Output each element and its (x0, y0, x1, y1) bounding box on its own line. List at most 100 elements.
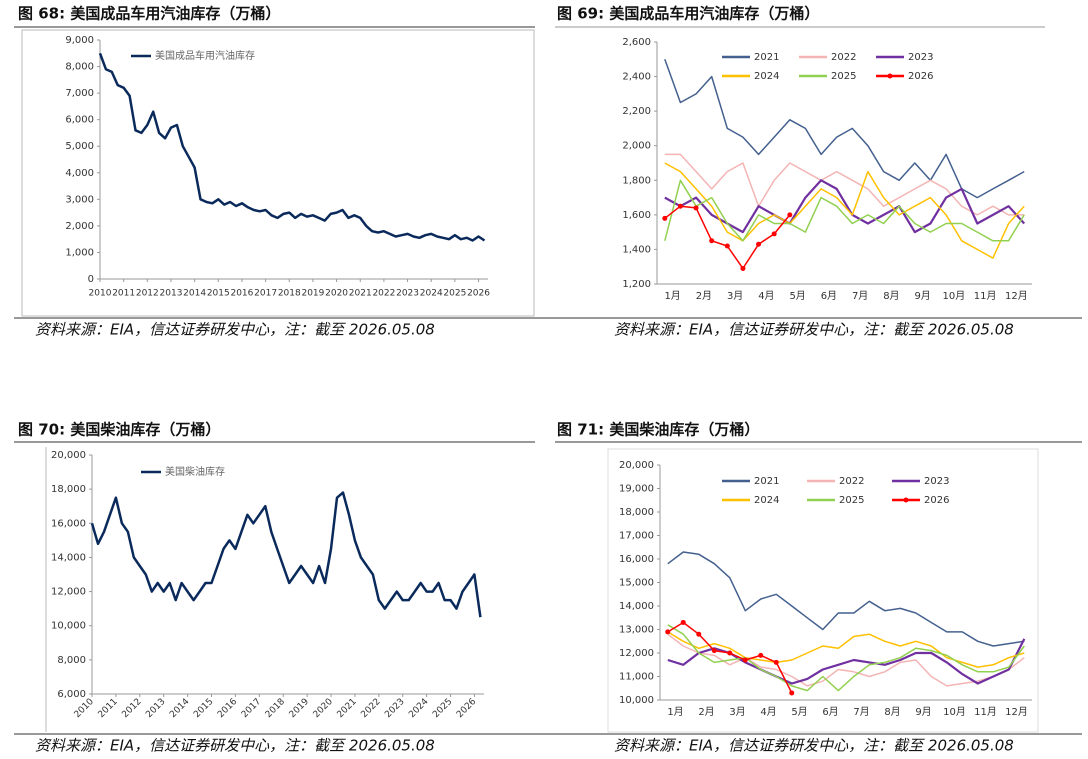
source-note: 资料来源：EIA，信达证券研发中心，注：截至 2026.05.08 (35, 321, 435, 339)
series-line (664, 162, 1025, 259)
x-tick-label: 2024 (407, 697, 430, 720)
x-tick-label: 7月 (852, 290, 868, 302)
series-line (667, 633, 1025, 687)
x-tick-label: 2014 (183, 289, 206, 299)
x-tick-label: 10月 (943, 706, 966, 718)
series-marker (756, 241, 762, 247)
x-tick-label: 12月 (1005, 290, 1028, 302)
figure-title: 图 69: 美国成品车用汽油库存（万桶） (557, 5, 819, 23)
source-note: 资料来源：EIA，信达证券研发中心，注：截至 2026.05.08 (614, 737, 1014, 755)
x-tick-label: 2011 (112, 289, 135, 299)
y-tick-label: 2,000 (622, 141, 651, 152)
y-tick-label: 8,000 (57, 655, 86, 666)
y-tick-label: 18,000 (619, 507, 654, 518)
series-marker (789, 690, 795, 696)
legend-label: 美国柴油库存 (165, 465, 225, 478)
x-tick-label: 2018 (278, 289, 301, 299)
y-tick-label: 1,400 (622, 244, 651, 255)
x-tick-label: 2025 (431, 697, 454, 720)
legend-label: 2023 (924, 476, 949, 487)
legend-label: 2025 (839, 495, 864, 506)
y-tick-label: 16,000 (619, 554, 654, 565)
x-tick-label: 2013 (144, 697, 167, 720)
series-line (664, 205, 791, 270)
series-line (664, 59, 1025, 199)
x-tick-label: 10月 (943, 290, 966, 302)
series-line (667, 624, 1025, 692)
x-tick-label: 8月 (884, 706, 900, 718)
series-line (90, 491, 482, 618)
y-tick-label: 12,000 (51, 587, 86, 598)
legend-marker (887, 73, 893, 79)
y-tick-label: 15,000 (619, 578, 654, 589)
x-tick-label: 2010 (89, 289, 112, 299)
y-tick-label: 10,000 (51, 621, 86, 632)
x-tick-label: 2月 (698, 706, 714, 718)
legend-label: 2022 (839, 476, 864, 487)
series-line (664, 179, 1025, 242)
y-tick-label: 2,200 (622, 106, 651, 117)
series-line (667, 631, 1025, 668)
source-note: 资料来源：EIA，信达证券研发中心，注：截至 2026.05.08 (614, 321, 1014, 339)
x-tick-label: 1月 (667, 706, 683, 718)
x-tick-label: 2014 (168, 697, 191, 720)
x-tick-label: 1月 (664, 290, 680, 302)
x-tick-label: 2012 (120, 697, 143, 720)
legend-marker (903, 497, 909, 503)
x-tick-label: 2020 (312, 697, 335, 720)
x-tick-label: 2016 (230, 289, 253, 299)
x-tick-label: 2021 (336, 697, 359, 720)
x-tick-label: 4月 (758, 290, 774, 302)
figure-title: 图 68: 美国成品车用汽油库存（万桶） (18, 5, 280, 23)
x-tick-label: 2月 (696, 290, 712, 302)
x-tick-label: 2019 (301, 289, 324, 299)
y-tick-label: 18,000 (51, 484, 86, 495)
x-tick-label: 9月 (914, 290, 930, 302)
x-tick-label: 2017 (254, 289, 277, 299)
x-tick-label: 2024 (420, 289, 443, 299)
series-marker (740, 265, 746, 271)
x-tick-label: 2015 (207, 289, 230, 299)
series-line (667, 551, 1025, 647)
x-tick-label: 2026 (455, 697, 478, 720)
x-tick-label: 2010 (73, 697, 96, 720)
x-tick-label: 2016 (216, 697, 239, 720)
series-marker (709, 238, 715, 244)
y-tick-label: 2,000 (65, 221, 94, 232)
series-marker (727, 650, 733, 656)
figure-title: 图 71: 美国柴油库存（万桶） (557, 421, 759, 439)
legend-label: 2023 (908, 52, 933, 63)
x-tick-label: 7月 (853, 706, 869, 718)
y-tick-label: 11,000 (619, 672, 654, 683)
source-note: 资料来源：EIA，信达证券研发中心，注：截至 2026.05.08 (35, 737, 435, 755)
chart-frame (21, 29, 535, 317)
x-tick-label: 9月 (915, 706, 931, 718)
series-marker (693, 205, 699, 211)
series-line (667, 621, 793, 694)
x-tick-label: 2023 (396, 289, 419, 299)
x-tick-label: 12月 (1005, 706, 1028, 718)
x-tick-label: 2013 (160, 289, 183, 299)
x-tick-label: 2015 (192, 697, 215, 720)
y-tick-label: 7,000 (65, 88, 94, 99)
y-tick-label: 17,000 (619, 531, 654, 542)
x-tick-label: 2019 (288, 697, 311, 720)
x-tick-label: 2022 (372, 289, 395, 299)
figure-title: 图 70: 美国柴油库存（万桶） (18, 421, 220, 439)
y-tick-label: 0 (88, 274, 94, 285)
legend-label: 2022 (831, 52, 856, 63)
y-tick-label: 20,000 (619, 460, 654, 471)
series-line (98, 52, 486, 242)
series-marker (677, 203, 683, 209)
x-tick-label: 2021 (349, 289, 372, 299)
x-tick-label: 2020 (325, 289, 348, 299)
y-tick-label: 14,000 (51, 552, 86, 563)
y-tick-label: 10,000 (619, 695, 654, 706)
y-tick-label: 6,000 (57, 689, 86, 700)
series-marker (680, 619, 686, 625)
x-tick-label: 11月 (974, 706, 997, 718)
x-tick-label: 8月 (883, 290, 899, 302)
x-tick-label: 2025 (443, 289, 466, 299)
y-tick-label: 9,000 (65, 35, 94, 46)
